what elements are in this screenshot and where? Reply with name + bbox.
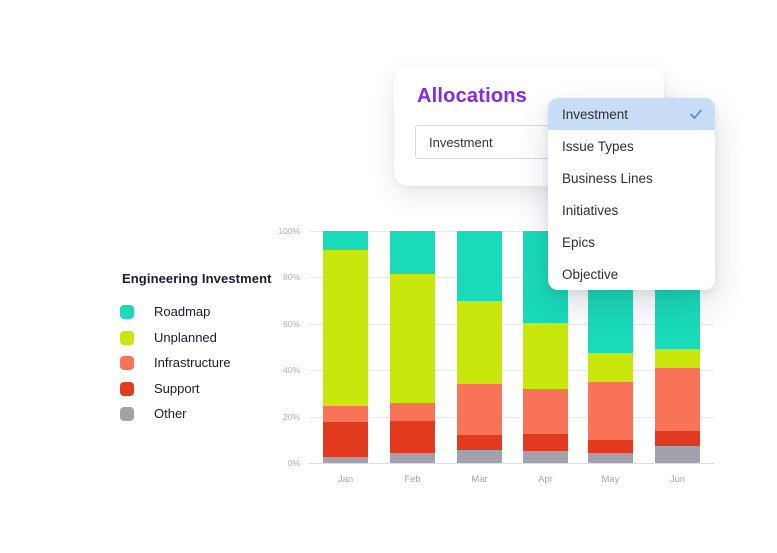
support-swatch-icon [120,381,134,396]
bar-jan [323,231,368,463]
y-axis-tick-label: 20% [282,411,300,422]
bar-segment-support[interactable] [323,422,368,458]
dropdown-item-label: Objective [562,266,619,282]
x-axis-label: Jan [337,474,354,485]
legend-item-label: Support [154,380,200,396]
bar-segment-other[interactable] [457,450,502,463]
bar-segment-unplanned[interactable] [523,322,568,389]
bar-segment-other[interactable] [390,452,435,463]
bar-segment-support[interactable] [390,421,435,453]
y-axis-tick-label: 100% [278,226,300,236]
gridline [309,416,714,418]
bar-apr [523,231,568,463]
bar-segment-roadmap[interactable] [457,231,502,301]
gridline [309,323,714,325]
bar-segment-infrastructure[interactable] [323,406,368,423]
bar-segment-support[interactable] [655,430,700,446]
dropdown-item-investment[interactable]: Investment [548,98,715,130]
bar-segment-roadmap[interactable] [390,231,435,274]
legend-item-unplanned: Unplanned [120,329,272,345]
gridline [309,370,714,372]
bar-segment-unplanned[interactable] [588,352,633,382]
x-axis-label: May [601,474,620,485]
unplanned-swatch-icon [120,330,134,345]
x-axis-label: Feb [404,474,421,485]
dropdown-item-objective[interactable]: Objective [548,258,715,290]
y-axis-tick-label: 60% [282,318,300,329]
bar-segment-support[interactable] [588,439,633,453]
dropdown-item-label: Initiatives [562,202,619,218]
legend-item-roadmap: Roadmap [120,305,272,319]
bar-segment-unplanned[interactable] [390,273,435,403]
y-axis-tick-label: 40% [282,365,300,376]
dropdown-item-label: Epics [562,234,596,250]
bar-segment-other[interactable] [588,452,633,463]
bar-feb [390,231,435,463]
checkmark-icon [690,109,702,119]
legend-item-label: Roadmap [154,304,211,319]
infrastructure-swatch-icon [120,356,134,370]
gridline [309,463,714,464]
bar-segment-support[interactable] [523,434,568,452]
dropdown-item-business-lines[interactable]: Business Lines [548,162,715,194]
dropdown-item-label: Investment [562,106,629,122]
bar-segment-roadmap[interactable] [323,231,368,250]
bar-segment-unplanned[interactable] [323,249,368,407]
x-axis-label: Mar [471,474,488,485]
bar-segment-other[interactable] [523,451,568,463]
x-axis-label: Jun [669,474,686,485]
bar-segment-unplanned[interactable] [655,349,700,368]
legend-item-support: Support [120,380,272,396]
bar-segment-infrastructure[interactable] [523,388,568,435]
y-axis-tick-label: 80% [282,272,300,283]
bar-segment-infrastructure[interactable] [457,384,502,436]
bar-segment-infrastructure[interactable] [655,367,700,431]
bar-mar [457,231,502,463]
select-value: Investment [429,134,493,150]
other-swatch-icon [120,407,134,421]
legend-item-infrastructure: Infrastructure [120,356,272,370]
bar-segment-support[interactable] [457,435,502,451]
y-axis-tick-label: 0% [287,458,300,468]
allocation-type-dropdown-menu: Investment Issue Types Business Lines In… [548,98,715,290]
legend-item-label: Unplanned [154,329,217,345]
bar-segment-infrastructure[interactable] [588,381,633,440]
dropdown-item-label: Business Lines [562,170,653,186]
gridline [309,277,714,279]
bar-segment-infrastructure[interactable] [390,402,435,422]
dropdown-item-epics[interactable]: Epics [548,226,715,258]
gridline [309,231,714,232]
bar-segment-other[interactable] [655,445,700,463]
dropdown-item-initiatives[interactable]: Initiatives [548,194,715,226]
bar-segment-unplanned[interactable] [457,300,502,385]
chart-legend: Engineering Investment Roadmap Unplanned… [120,271,272,433]
legend-item-label: Other [154,406,187,421]
legend-item-label: Infrastructure [154,355,231,370]
card-title: Allocations [417,85,527,107]
roadmap-swatch-icon [120,305,134,319]
x-axis-label: Apr [538,474,553,485]
dropdown-item-issue-types[interactable]: Issue Types [548,130,715,162]
bar-segment-other[interactable] [323,457,368,463]
legend-item-other: Other [120,407,272,421]
legend-title: Engineering Investment [122,271,272,286]
dropdown-item-label: Issue Types [562,138,634,154]
